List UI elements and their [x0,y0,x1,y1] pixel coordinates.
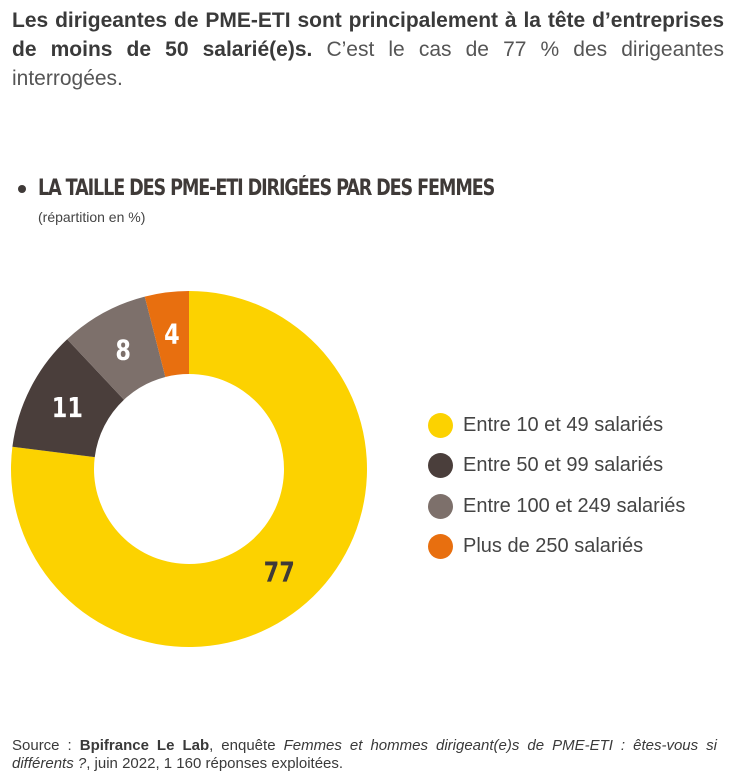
slice-10-49 [11,291,368,647]
source-org: Bpifrance Le Lab [79,737,210,754]
legend-swatch [428,493,453,519]
slice-100-249 [67,296,166,400]
donut-chart: 77 11 8 4 [11,291,368,647]
intro-regular: C’est le cas de 77 % des dirigeantes int… [12,38,724,90]
source-prefix: Source : [12,737,80,754]
chart-legend: Entre 10 et 49 salariés Entre 50 et 99 sa… [428,405,685,567]
chart-heading: LA TAILLE DES PME-ETI DIRIGÉES PAR DES F… [18,176,608,201]
legend-item-100-249: Entre 100 et 249 salariés [428,486,685,527]
data-label-10-49: 77 [264,555,295,588]
legend-swatch [428,534,453,560]
legend-swatch [428,453,453,479]
legend-swatch [428,412,453,438]
legend-item-50-99: Entre 50 et 99 salariés [428,446,685,487]
legend-item-10-49: Entre 10 et 49 salariés [428,405,685,446]
legend-label: Plus de 250 salariés [463,535,644,558]
source-mid: , enquête [209,737,284,754]
slice-250-plus [144,291,189,377]
source-note: Source : Bpifrance Le Lab, enquête Femme… [12,737,717,773]
legend-item-250-plus: Plus de 250 salariés [428,527,685,568]
data-label-50-99: 11 [52,390,83,423]
legend-label: Entre 50 et 99 salariés [463,454,664,477]
data-label-100-249: 8 [115,333,131,366]
legend-label: Entre 100 et 249 salariés [463,494,686,517]
legend-label: Entre 10 et 49 salariés [463,413,664,436]
intro-text: Les dirigeantes de PME-ETI sont principa… [12,6,724,93]
chart-subtitle: (répartition en %) [38,209,146,225]
source-study: Femmes et hommes dirigeant(e)s de PME-ET… [12,737,717,772]
source-suffix: , juin 2022, 1 160 réponses exploitées. [86,755,344,772]
slice-50-99 [12,339,124,458]
intro-bold: Les dirigeantes de PME-ETI sont principa… [12,9,724,61]
data-label-250-plus: 4 [164,317,180,350]
bullet-icon [18,184,26,193]
chart-title: LA TAILLE DES PME-ETI DIRIGÉES PAR DES F… [38,176,495,201]
